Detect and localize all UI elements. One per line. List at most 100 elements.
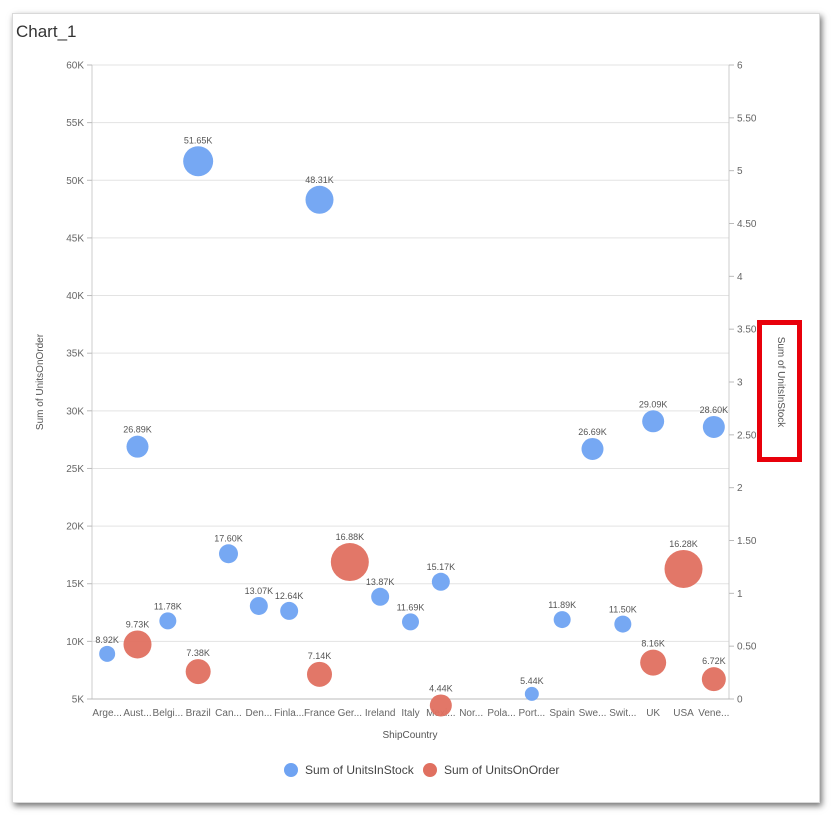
- bubble-point[interactable]: [305, 185, 334, 214]
- bubble-point[interactable]: [664, 549, 703, 588]
- y2-tick-label: 1: [737, 589, 743, 600]
- data-label: 8.92K: [95, 635, 119, 645]
- grid-lines: [92, 64, 729, 642]
- x-tick-label: Ger...: [338, 708, 362, 719]
- y2-axis-title: Sum of UnitsInStock: [775, 337, 786, 429]
- data-label: 13.07K: [245, 586, 274, 596]
- chart-frame: [12, 13, 820, 803]
- y-tick-label: 5K: [72, 695, 85, 706]
- bubble-point[interactable]: [642, 410, 665, 433]
- bubble-point[interactable]: [431, 572, 450, 591]
- bubble-point[interactable]: [429, 694, 452, 717]
- legend-item[interactable]: Sum of UnitsInStock: [284, 763, 415, 777]
- x-axis-title: ShipCountry: [382, 730, 437, 741]
- bubble-point[interactable]: [249, 596, 268, 615]
- y2-axis-title-highlight-box: [757, 320, 802, 462]
- data-label: 28.60K: [700, 405, 729, 415]
- x-tick-label: Nor...: [459, 708, 483, 719]
- x-axis-ticks: Arge... Aust... Belgi... Brazil Can... Den...…: [92, 708, 729, 719]
- x-tick-label: France: [304, 708, 336, 719]
- y-tick-label: 55K: [66, 118, 84, 129]
- x-tick-label: Brazil: [186, 708, 211, 719]
- y2-tick-label: 4: [737, 272, 743, 283]
- data-label: 16.88K: [336, 532, 365, 542]
- data-label: 51.65K: [184, 135, 213, 145]
- bubble-point[interactable]: [123, 630, 152, 659]
- bubble-point[interactable]: [99, 645, 116, 662]
- x-tick-label: USA: [673, 708, 694, 719]
- bubble-point[interactable]: [185, 659, 211, 685]
- x-tick-label: UK: [646, 708, 660, 719]
- y2-tick-label: 4.50: [737, 219, 757, 230]
- bubble-point[interactable]: [219, 544, 238, 564]
- data-label: 4.44K: [429, 683, 453, 693]
- bubble-point[interactable]: [581, 437, 604, 460]
- x-tick-label: Belgi...: [153, 708, 184, 719]
- y-tick-label: 30K: [66, 406, 84, 417]
- bubble-point[interactable]: [614, 615, 632, 633]
- bubble-point[interactable]: [280, 601, 299, 620]
- legend-label: Sum of UnitsInStock: [305, 763, 415, 777]
- legend-label: Sum of UnitsOnOrder: [444, 763, 559, 777]
- x-tick-label: Swit...: [609, 708, 636, 719]
- data-label: 17.60K: [214, 533, 243, 543]
- data-label: 15.17K: [427, 562, 456, 572]
- data-labels: 8.92K 26.89K 11.78K 51.65K 17.60K 13.07K 12.64…: [95, 135, 728, 693]
- bubble-point[interactable]: [402, 613, 419, 631]
- y2-tick-label: 2: [737, 483, 743, 494]
- x-tick-label: Vene...: [698, 708, 729, 719]
- x-tick-label: Can...: [215, 708, 242, 719]
- bubble-point[interactable]: [640, 649, 667, 676]
- bubble-point[interactable]: [701, 667, 726, 692]
- y-axis-title: Sum of UnitsOnOrder: [35, 333, 46, 430]
- legend-item[interactable]: Sum of UnitsOnOrder: [423, 763, 559, 777]
- data-label: 7.38K: [186, 648, 210, 658]
- x-tick-label: Swe...: [579, 708, 607, 719]
- data-label: 5.44K: [520, 676, 544, 686]
- x-tick-label: Finla...: [274, 708, 304, 719]
- y2-axis-ticks: 0 0.50 1 1.50 2 2.50 3 3.50 4 4.50 5 5.50 6: [729, 61, 757, 706]
- y-tick-label: 35K: [66, 349, 84, 360]
- y-tick-label: 20K: [66, 522, 84, 533]
- data-label: 8.16K: [641, 639, 665, 649]
- data-label: 11.89K: [548, 600, 576, 610]
- y2-tick-label: 2.50: [737, 430, 757, 441]
- y-tick-label: 15K: [66, 579, 84, 590]
- bubbles: [99, 146, 726, 717]
- y2-tick-label: 3: [737, 378, 743, 389]
- y-tick-label: 45K: [66, 233, 84, 244]
- bubble-point[interactable]: [524, 686, 539, 701]
- x-tick-label: Port...: [518, 708, 545, 719]
- y2-tick-label: 0.50: [737, 642, 757, 653]
- y2-tick-label: 5.50: [737, 113, 757, 124]
- x-tick-label: Pola...: [487, 708, 515, 719]
- y-tick-label: 50K: [66, 176, 84, 187]
- bubble-point[interactable]: [307, 661, 332, 687]
- y-tick-label: 60K: [66, 61, 84, 72]
- bubble-point[interactable]: [702, 415, 725, 438]
- data-label: 11.50K: [609, 605, 637, 615]
- bubble-point[interactable]: [330, 543, 369, 582]
- y2-tick-label: 1.50: [737, 536, 757, 547]
- y-tick-label: 25K: [66, 464, 84, 475]
- x-tick-label: Spain: [549, 708, 575, 719]
- data-label: 11.78K: [154, 601, 182, 611]
- data-label: 29.09K: [639, 399, 668, 409]
- bubble-point[interactable]: [553, 611, 571, 629]
- data-label: 9.73K: [126, 619, 150, 629]
- bubble-point[interactable]: [159, 612, 177, 630]
- x-tick-label: Arge...: [92, 708, 121, 719]
- data-label: 11.69K: [397, 602, 425, 612]
- data-label: 13.87K: [366, 577, 395, 587]
- y2-tick-label: 6: [737, 61, 743, 72]
- data-label: 16.28K: [669, 539, 698, 549]
- legend-marker: [284, 763, 298, 777]
- data-label: 26.69K: [578, 427, 607, 437]
- x-tick-label: Den...: [245, 708, 272, 719]
- y-axis-ticks: 5K 10K 15K 20K 25K 30K 35K 40K 45K 50K 55K 60K: [66, 61, 92, 706]
- bubble-point[interactable]: [371, 587, 390, 606]
- bubble-point[interactable]: [183, 146, 214, 177]
- chart-title: Chart_1: [16, 22, 77, 41]
- bubble-point[interactable]: [126, 435, 149, 458]
- legend: Sum of UnitsInStock Sum of UnitsOnOrder: [284, 763, 559, 777]
